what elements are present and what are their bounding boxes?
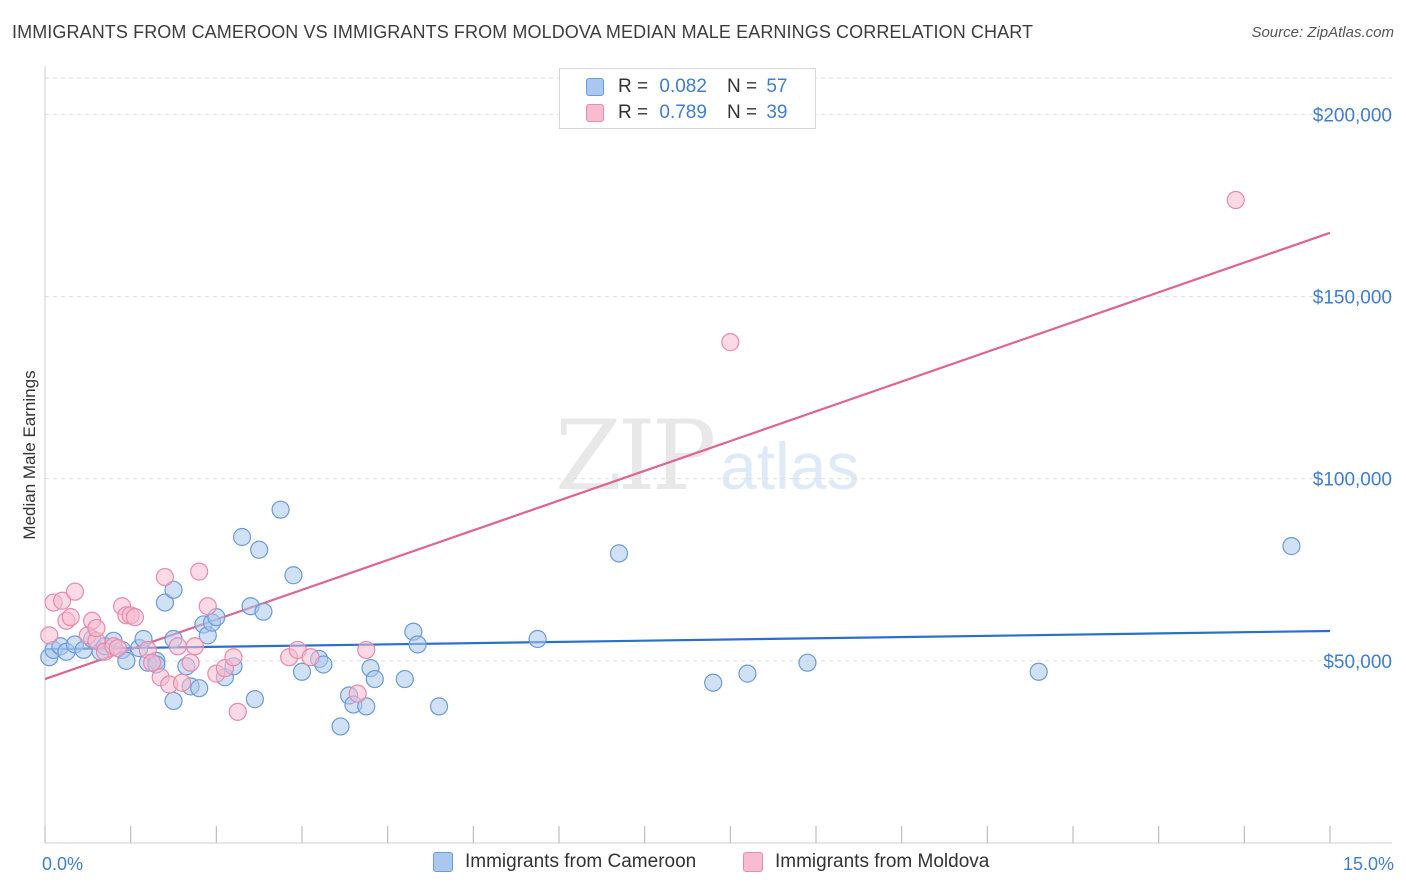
data-point-cameroon — [331, 717, 350, 736]
gridlines — [45, 77, 1392, 662]
data-point-cameroon — [609, 544, 629, 563]
data-point-cameroon — [155, 593, 175, 612]
watermark-atlas: atlas — [720, 429, 860, 503]
trend-line-cameroon — [44, 629, 1331, 651]
data-point-cameroon — [250, 540, 269, 559]
data-point-moldova — [190, 562, 209, 581]
legend-swatch-cameroon — [586, 78, 604, 96]
data-point-cameroon — [395, 669, 414, 689]
bottom-legend-label-cameroon: Immigrants from Cameroon — [465, 851, 697, 872]
source-label: Source: ZipAtlas.com — [1251, 24, 1394, 41]
data-points — [40, 190, 1301, 736]
data-point-cameroon — [232, 527, 252, 547]
x-tick-label: 15.0% — [1343, 854, 1394, 874]
data-point-cameroon — [704, 673, 723, 692]
data-point-cameroon — [245, 690, 264, 709]
y-tick-label: $150,000 — [1313, 288, 1392, 309]
data-point-moldova — [108, 639, 127, 658]
tick-labels: $50,000 $100,000 $150,000 $200,000 0.0% 15.0% — [42, 105, 1394, 874]
bottom-legend-moldova: Immigrants from Moldova — [743, 851, 989, 873]
y-tick-label: $50,000 — [1323, 652, 1392, 673]
y-tick-label: $100,000 — [1313, 470, 1392, 491]
data-point-moldova — [87, 618, 106, 638]
data-point-moldova — [198, 597, 217, 616]
data-point-moldova — [181, 653, 200, 672]
data-point-cameroon — [528, 629, 547, 649]
legend-r-value-moldova: 0.789 — [659, 102, 707, 123]
legend-row-moldova: R = 0.789 N = 39 — [586, 100, 787, 126]
data-point-cameroon — [271, 500, 290, 519]
data-point-cameroon — [164, 580, 183, 599]
legend-r-label: R = — [618, 76, 649, 97]
bottom-legend-swatch-moldova — [743, 852, 763, 872]
data-point-cameroon — [798, 653, 817, 672]
legend-n-label: N = — [726, 76, 758, 97]
data-point-moldova — [1226, 190, 1245, 210]
data-point-cameroon — [190, 679, 209, 698]
bottom-legend-swatch-cameroon — [433, 852, 453, 872]
data-point-moldova — [142, 653, 162, 672]
data-point-cameroon — [429, 697, 449, 716]
data-point-cameroon — [254, 602, 273, 621]
data-point-moldova — [172, 673, 192, 692]
data-point-moldova — [185, 637, 205, 656]
data-point-moldova — [61, 608, 80, 627]
data-point-cameroon — [117, 651, 136, 670]
data-point-cameroon — [164, 691, 183, 711]
legend-r-value-cameroon: 0.082 — [659, 76, 707, 97]
data-point-cameroon — [365, 669, 384, 689]
data-point-moldova — [125, 608, 145, 627]
data-point-moldova — [348, 684, 367, 703]
x-tick-label: 0.0% — [42, 854, 83, 874]
data-point-moldova — [40, 626, 59, 645]
data-point-moldova — [224, 648, 243, 667]
data-point-cameroon — [284, 566, 303, 585]
data-point-cameroon — [357, 697, 376, 716]
data-point-cameroon — [408, 635, 427, 654]
data-point-moldova — [155, 567, 175, 587]
chart-title: IMMIGRANTS FROM CAMEROON VS IMMIGRANTS F… — [12, 22, 1034, 42]
data-point-cameroon — [1282, 537, 1301, 556]
y-axis-label: Median Male Earnings — [20, 370, 39, 539]
legend-row-cameroon: R = 0.082 N = 57 — [586, 74, 787, 100]
data-point-cameroon — [738, 664, 757, 683]
stats-legend: R = 0.082 N = 57 R = 0.789 N = 39 — [559, 68, 816, 129]
data-point-moldova — [301, 648, 320, 667]
trend-line-moldova — [44, 231, 1331, 681]
legend-n-value-moldova: 39 — [766, 102, 788, 123]
y-tick-label: $200,000 — [1313, 105, 1392, 126]
axes — [44, 66, 1392, 844]
data-point-moldova — [65, 582, 85, 601]
bottom-legend-label-moldova: Immigrants from Moldova — [775, 851, 990, 872]
legend-n-label: N = — [726, 102, 758, 123]
data-point-moldova — [168, 637, 187, 656]
data-point-moldova — [357, 640, 376, 660]
legend-swatch-moldova — [586, 104, 604, 122]
legend-r-label: R = — [618, 102, 649, 123]
data-point-moldova — [721, 333, 740, 352]
data-point-moldova — [53, 591, 72, 610]
legend-n-value-cameroon: 57 — [766, 76, 788, 97]
data-point-cameroon — [292, 662, 312, 681]
data-point-cameroon — [1029, 662, 1048, 681]
bottom-legend-cameroon: Immigrants from Cameroon — [433, 851, 696, 873]
data-point-moldova — [228, 702, 247, 721]
trend-lines — [44, 231, 1331, 681]
